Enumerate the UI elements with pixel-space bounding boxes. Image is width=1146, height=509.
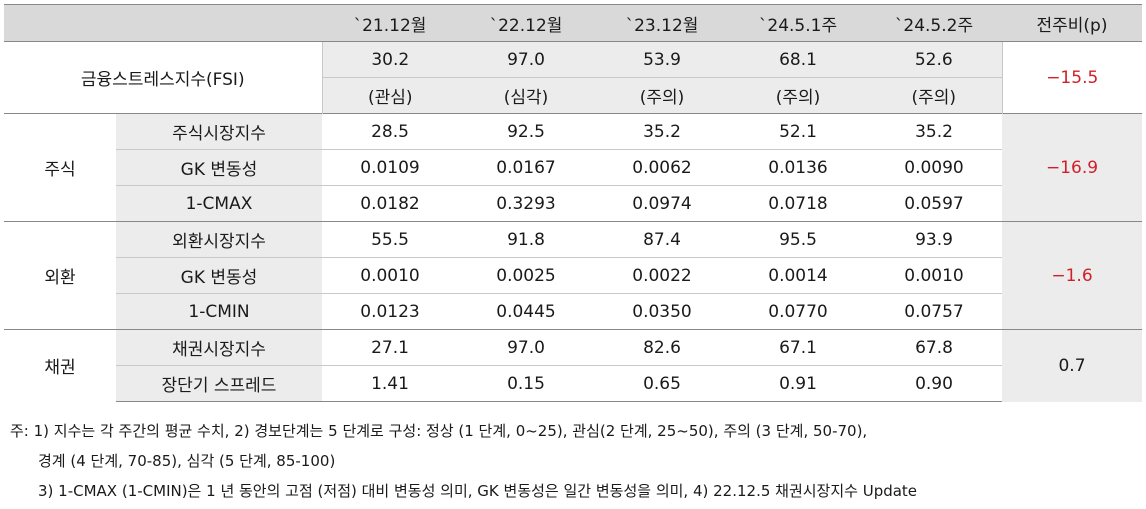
cell-value: 0.0010 xyxy=(322,257,458,294)
cell-value: 0.0974 xyxy=(632,193,692,214)
cell-value: 67.8 xyxy=(866,329,1002,366)
table-row: 1-CMIN 0.0123 0.0445 0.0350 0.0770 0.075… xyxy=(4,293,1142,330)
table-row: 주식 주식시장지수 28.5 92.5 35.2 52.1 35.2 −16.9 xyxy=(4,113,1142,222)
cell-value: 28.5 xyxy=(322,113,458,150)
cell-value: 0.90 xyxy=(866,365,1002,402)
group-change-fx: −1.6 xyxy=(1002,221,1142,330)
table-row: 외환 외환시장지수 55.5 91.8 87.4 95.5 93.9 −1.6 xyxy=(4,221,1142,330)
cell-value: 0.15 xyxy=(458,365,594,402)
footnote-line: 경계 (4 단계, 70-85), 심각 (5 단계, 85-100) xyxy=(38,452,336,470)
header-col-2112: `21.12월 xyxy=(322,4,458,42)
fsi-table: `21.12월 `22.12월 `23.12월 `24.5.1주 `24.5.2… xyxy=(4,4,1142,402)
group-change-bond: 0.7 xyxy=(1002,329,1142,402)
cell-value: 1.41 xyxy=(322,365,458,402)
cell-value: 0.0090 xyxy=(866,149,1002,186)
group-label-bond: 채권 xyxy=(4,329,116,402)
header-col-2312: `23.12월 xyxy=(594,4,730,42)
table-row: 장단기 스프레드 1.41 0.15 0.65 0.91 0.90 xyxy=(4,365,1142,402)
table-row: GK 변동성 0.0010 0.0025 0.0022 0.0014 0.001… xyxy=(4,257,1142,294)
row-label: 채권시장지수 xyxy=(116,329,322,366)
header-col-change: 전주비(p) xyxy=(1002,4,1142,42)
table-row: 1-CMAX 0.0182 0.3293 0.0974 0.0718 0.059… xyxy=(4,185,1142,222)
fsi-value: 97.0 xyxy=(458,41,594,78)
fsi-value-row: 금융스트레스지수(FSI) 30.2 97.0 53.9 68.1 52.6 −… xyxy=(4,41,1142,90)
fsi-stage-row: (관심) (심각) (주의) (주의) (주의) xyxy=(4,77,1142,114)
cell-value: 92.5 xyxy=(458,113,594,150)
cell-value: 67.1 xyxy=(730,329,866,366)
fsi-value: 68.1 xyxy=(730,41,866,78)
fsi-value: 30.2 xyxy=(321,41,458,78)
cell-value: 35.2 xyxy=(866,113,1002,150)
cell-value: 0.0182 xyxy=(360,193,420,214)
cell-value: 0.3293 xyxy=(496,193,556,214)
cell-value: 0.0770 xyxy=(768,301,828,322)
fsi-stage: (관심) xyxy=(321,77,458,114)
cell-value: 87.4 xyxy=(594,221,730,258)
group-label-stock: 주식 xyxy=(4,113,116,222)
fsi-value: 53.9 xyxy=(594,41,730,78)
cell-value: 0.91 xyxy=(730,365,866,402)
row-label: 외환시장지수 xyxy=(116,221,322,258)
row-label: 1-CMIN xyxy=(116,293,322,330)
footnote-line: 주: 1) 지수는 각 주간의 평균 수치, 2) 경보단계는 5 단계로 구성… xyxy=(10,422,868,440)
cell-value: 0.0010 xyxy=(866,257,1002,294)
cell-value: 91.8 xyxy=(458,221,594,258)
header-col-2212: `22.12월 xyxy=(458,4,594,42)
cell-value: 0.0014 xyxy=(730,257,866,294)
row-label: 주식시장지수 xyxy=(116,113,322,150)
row-label: 1-CMAX xyxy=(116,185,322,222)
fsi-change: −15.5 xyxy=(1046,67,1099,88)
cell-value: 52.1 xyxy=(730,113,866,150)
cell-value: 0.0445 xyxy=(496,301,556,322)
row-label: 장단기 스프레드 xyxy=(116,365,322,402)
cell-value: 0.0597 xyxy=(904,193,964,214)
cell-value: 0.0350 xyxy=(632,301,692,322)
group-change-stock: −16.9 xyxy=(1002,113,1142,222)
cell-value: 0.0757 xyxy=(904,301,964,322)
cell-value: 0.65 xyxy=(594,365,730,402)
cell-value: 55.5 xyxy=(322,221,458,258)
cell-value: 0.0136 xyxy=(730,149,866,186)
cell-value: 27.1 xyxy=(322,329,458,366)
header-col-2451: `24.5.1주 xyxy=(730,4,866,42)
cell-value: 0.0062 xyxy=(594,149,730,186)
cell-value: 0.0167 xyxy=(458,149,594,186)
group-label-fx: 외환 xyxy=(4,221,116,330)
cell-value: 95.5 xyxy=(730,221,866,258)
cell-value: 0.0718 xyxy=(768,193,828,214)
fsi-stage: (심각) xyxy=(458,77,594,114)
table-row: 채권 채권시장지수 27.1 97.0 82.6 67.1 67.8 0.7 xyxy=(4,329,1142,402)
fsi-stage: (주의) xyxy=(730,77,866,114)
cell-value: 0.0025 xyxy=(458,257,594,294)
fsi-stage: (주의) xyxy=(594,77,730,114)
header-col-2452: `24.5.2주 xyxy=(866,4,1002,42)
row-label: GK 변동성 xyxy=(116,257,322,294)
header-row: `21.12월 `22.12월 `23.12월 `24.5.1주 `24.5.2… xyxy=(4,4,1142,42)
footnote-line: 3) 1-CMAX (1-CMIN)은 1 년 동안의 고점 (저점) 대비 변… xyxy=(38,482,918,500)
cell-value: 82.6 xyxy=(594,329,730,366)
fsi-stage: (주의) xyxy=(866,77,1003,114)
table-row: GK 변동성 0.0109 0.0167 0.0062 0.0136 0.009… xyxy=(4,149,1142,186)
fsi-value: 52.6 xyxy=(866,41,1003,78)
fsi-label: 금융스트레스지수(FSI) xyxy=(80,70,245,90)
cell-value: 93.9 xyxy=(866,221,1002,258)
cell-value: 97.0 xyxy=(458,329,594,366)
cell-value: 0.0123 xyxy=(360,301,420,322)
cell-value: 35.2 xyxy=(594,113,730,150)
cell-value: 0.0022 xyxy=(594,257,730,294)
footnotes: 주: 1) 지수는 각 주간의 평균 수치, 2) 경보단계는 5 단계로 구성… xyxy=(10,416,1140,506)
header-blank xyxy=(4,4,322,42)
row-label: GK 변동성 xyxy=(116,149,322,186)
cell-value: 0.0109 xyxy=(322,149,458,186)
